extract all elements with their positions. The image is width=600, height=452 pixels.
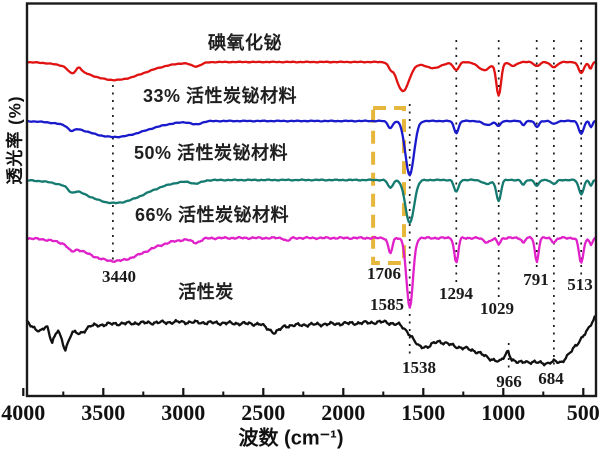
series-label-bioi: 碘氧化铋 [208,33,282,53]
peak-label-1538: 1538 [402,358,436,377]
spectrum-curve-ac [25,314,597,367]
series-label-ac66: 66% 活性炭铋材料 [134,205,290,225]
spectrum-curve-ac50 [25,178,597,225]
x-axis-title: 波数 (cm⁻¹) [238,427,344,450]
x-tick-label-500: 500 [566,400,600,425]
plot-border [25,2,598,398]
peak-label-1585: 1585 [370,295,404,314]
x-tick-label-2000: 2000 [321,400,366,425]
series-label-ac: 活性炭 [178,282,234,302]
x-tick-label-3500: 3500 [81,400,126,425]
peak-label-791: 791 [523,270,549,289]
y-axis-title: 透光率 (%) [5,95,25,185]
x-tick-label-2500: 2500 [241,400,286,425]
peak-label-966: 966 [496,372,522,391]
peak-label-513: 513 [567,275,593,294]
x-tick-label-1500: 1500 [401,400,446,425]
x-tick-label-1000: 1000 [481,400,526,425]
spectrum-curve-ac33 [25,119,597,177]
x-tick-label-4000: 4000 [1,400,46,425]
x-tick-label-3000: 3000 [161,400,206,425]
peak-label-684: 684 [538,369,564,388]
peak-label-1294: 1294 [439,284,473,303]
spectrum-curve-ac66 [25,235,597,309]
peak-label-1706: 1706 [367,264,401,283]
spectrum-curve-bioi [25,60,597,97]
peak-label-1029: 1029 [480,299,514,318]
peak-label-3440: 3440 [102,267,136,286]
series-label-ac50: 50% 活性炭铋材料 [133,143,289,163]
series-label-ac33: 33% 活性炭铋材料 [142,86,298,106]
highlight-box [371,106,407,265]
